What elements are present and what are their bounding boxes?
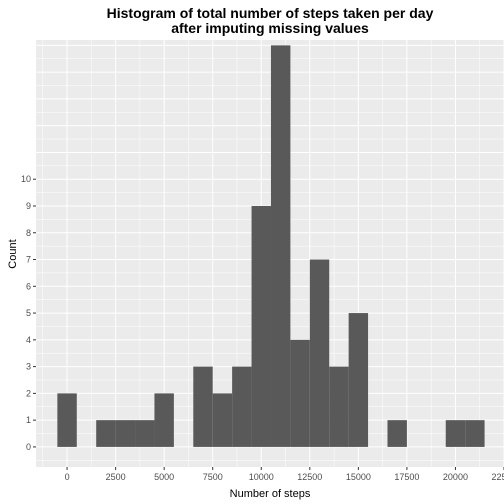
histogram-bar — [193, 366, 213, 447]
y-tick-label: 4 — [26, 335, 31, 345]
y-tick-label: 5 — [26, 308, 31, 318]
histogram-bar — [154, 393, 174, 447]
y-tick-label: 7 — [26, 255, 31, 265]
histogram-bar — [115, 420, 136, 447]
x-axis-label: Number of steps — [230, 488, 311, 500]
x-tick-label: 22500 — [491, 472, 504, 482]
x-tick-label: 7500 — [203, 472, 223, 482]
chart-title-line-1: Histogram of total number of steps taken… — [107, 5, 434, 21]
x-tick-label: 2500 — [106, 472, 126, 482]
y-tick-label: 1 — [26, 415, 31, 425]
histogram-bar — [57, 393, 77, 447]
y-tick-label: 6 — [26, 281, 31, 291]
histogram-bar — [135, 420, 155, 447]
x-tick-label: 12500 — [297, 472, 322, 482]
histogram-bar — [329, 366, 349, 447]
x-tick-label: 17500 — [394, 472, 419, 482]
y-tick-label: 2 — [26, 388, 31, 398]
histogram-bar — [387, 420, 407, 447]
x-tick-label: 10000 — [249, 472, 274, 482]
histogram-bar — [348, 313, 369, 447]
histogram-bar — [96, 420, 116, 447]
y-axis: 0 1 2 3 4 5 6 7 8 9 10 — [21, 174, 36, 452]
y-tick-label: 9 — [26, 201, 31, 211]
y-axis-label: Count — [7, 239, 19, 268]
x-tick-label: 5000 — [154, 472, 174, 482]
x-tick-label: 20000 — [443, 472, 468, 482]
histogram-bar — [445, 420, 466, 447]
grid-lines — [36, 40, 504, 467]
x-tick-label: 0 — [65, 472, 70, 482]
histogram-bar — [290, 339, 310, 447]
y-tick-label: 0 — [26, 442, 31, 452]
y-tick-label: 10 — [21, 174, 31, 184]
histogram-bar — [212, 393, 233, 447]
x-axis: 0 2500 5000 7500 10000 12500 15000 17500 20000 22… — [65, 467, 504, 482]
histogram-bar — [270, 45, 291, 447]
histogram-bars — [57, 45, 485, 447]
histogram-bar — [251, 205, 271, 447]
histogram-bar — [465, 420, 485, 447]
y-tick-label: 8 — [26, 228, 31, 238]
histogram-bar — [309, 259, 330, 447]
histogram-bar — [232, 366, 252, 447]
chart-title-line-2: after imputing missing values — [171, 20, 369, 36]
y-tick-label: 3 — [26, 362, 31, 372]
x-tick-label: 15000 — [346, 472, 371, 482]
